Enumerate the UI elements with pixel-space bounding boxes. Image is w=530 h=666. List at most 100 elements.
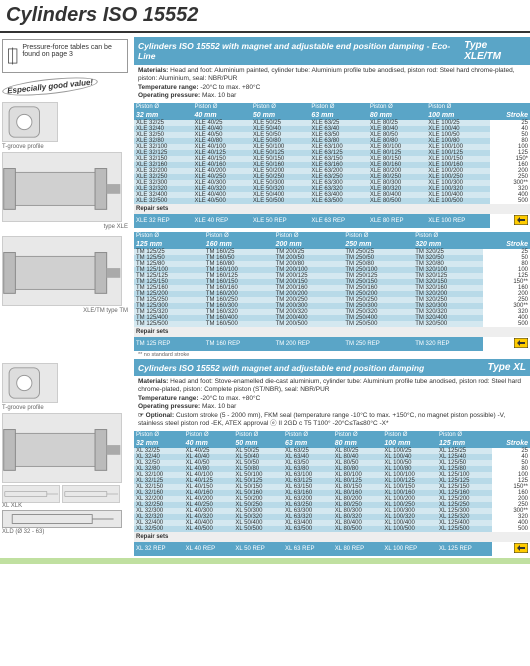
stroke-header — [492, 431, 530, 439]
diameter-header: 32 mm — [134, 111, 192, 120]
spec-block: Materials: Head and foot: Aluminium pain… — [134, 65, 530, 103]
repair-cell: XLE 32 REP — [134, 214, 192, 228]
footnote: ** no standard stroke — [134, 351, 530, 359]
section-header: Cylinders ISO 15552 with magnet and adju… — [134, 359, 530, 376]
page-title: Cylinders ISO 15552 — [0, 0, 530, 33]
col-header: Piston Ø — [251, 103, 309, 111]
col-header: Piston Ø — [426, 103, 490, 111]
col-header: Piston Ø — [333, 431, 383, 439]
col-header: Piston Ø — [134, 103, 192, 111]
pressure-note: Pressure-force tables can be found on pa… — [2, 39, 128, 73]
image-caption: T-groove profile — [2, 405, 128, 411]
repair-cell: XLE 80 REP — [368, 214, 426, 228]
footer-stripe — [0, 558, 530, 564]
value-callout: Especially good value! — [1, 74, 98, 99]
stroke-header: Stroke — [490, 111, 530, 120]
repair-cell: TM 160 REP — [204, 337, 274, 351]
pressure-note-text: Pressure-force tables can be found on pa… — [22, 44, 123, 58]
repair-header-row: Repair sets — [134, 327, 530, 337]
product-table: Piston ØPiston ØPiston ØPiston ØPiston Ø… — [134, 232, 530, 351]
repair-cell: XL 63 REP — [283, 542, 333, 556]
diameter-header: 40 mm — [192, 111, 250, 120]
col-header: Piston Ø — [274, 232, 344, 240]
section-type: Type XL — [487, 362, 526, 373]
diameter-header: 32 mm — [134, 439, 184, 448]
repair-cell: TM 125 REP — [134, 337, 204, 351]
section-title: Cylinders ISO 15552 with magnet and adju… — [138, 41, 464, 61]
repair-cell: TM 200 REP — [274, 337, 344, 351]
section-title: Cylinders ISO 15552 with magnet and adju… — [138, 363, 424, 373]
col-header: Piston Ø — [283, 431, 333, 439]
profile-image — [2, 102, 58, 142]
section-type: Type XLE/TM — [464, 40, 526, 62]
cylinder-image — [2, 413, 122, 483]
tool-icon — [490, 214, 530, 228]
col-header: Piston Ø — [134, 232, 204, 240]
section-header: Cylinders ISO 15552 with magnet and adju… — [134, 37, 530, 65]
col-header: Piston Ø — [343, 232, 413, 240]
product-table: Piston ØPiston ØPiston ØPiston ØPiston Ø… — [134, 103, 530, 228]
repair-row: XLE 32 REPXLE 40 REPXLE 50 REPXLE 63 REP… — [134, 214, 530, 228]
image-caption: XLE/TM type TM — [2, 308, 128, 314]
col-header: Piston Ø — [192, 103, 250, 111]
cylinder-image — [2, 236, 122, 306]
stroke-header: Stroke — [483, 240, 530, 249]
tool-icon — [483, 337, 530, 351]
repair-cell: XL 40 REP — [184, 542, 234, 556]
repair-row: XL 32 REPXL 40 REPXL 50 REPXL 63 REPXL 8… — [134, 542, 530, 556]
diameter-header: 125 mm — [437, 439, 492, 448]
stroke-header: Stroke — [492, 439, 530, 448]
image-caption: XL XLK — [2, 503, 128, 509]
repair-cell: XLE 40 REP — [192, 214, 250, 228]
image-caption: T-groove profile — [2, 144, 128, 150]
cylinder-image — [2, 152, 122, 222]
repair-header-row: Repair sets — [134, 532, 530, 542]
diameter-header: 250 mm — [343, 240, 413, 249]
col-header: Piston Ø — [134, 431, 184, 439]
image-caption: type XLE — [2, 224, 128, 230]
diameter-header: 320 mm — [413, 240, 483, 249]
repair-cell: XLE 50 REP — [251, 214, 309, 228]
diameter-header: 63 mm — [283, 439, 333, 448]
diameter-header: 80 mm — [333, 439, 383, 448]
col-header: Piston Ø — [437, 431, 492, 439]
diameter-header: 160 mm — [204, 240, 274, 249]
wireframe-image — [2, 510, 122, 528]
repair-cell: XL 50 REP — [233, 542, 283, 556]
col-header: Piston Ø — [368, 103, 426, 111]
stroke-header — [483, 232, 530, 240]
diameter-header: 80 mm — [368, 111, 426, 120]
diameter-header: 50 mm — [233, 439, 283, 448]
repair-header-row: Repair sets — [134, 204, 530, 214]
repair-cell: XL 32 REP — [134, 542, 184, 556]
col-header: Piston Ø — [309, 103, 367, 111]
diameter-header: 40 mm — [184, 439, 234, 448]
wireframe-image — [62, 485, 120, 503]
diameter-header: 63 mm — [309, 111, 367, 120]
repair-cell: XLE 100 REP — [426, 214, 490, 228]
diameter-header: 200 mm — [274, 240, 344, 249]
repair-cell: XL 125 REP — [437, 542, 492, 556]
repair-row: TM 125 REPTM 160 REPTM 200 REPTM 250 REP… — [134, 337, 530, 351]
repair-cell: XL 80 REP — [333, 542, 383, 556]
diameter-header: 50 mm — [251, 111, 309, 120]
col-header: Piston Ø — [233, 431, 283, 439]
diameter-header: 100 mm — [426, 111, 490, 120]
col-header: Piston Ø — [204, 232, 274, 240]
repair-cell: XLE 63 REP — [309, 214, 367, 228]
repair-cell: XL 100 REP — [382, 542, 437, 556]
tool-icon — [492, 542, 530, 556]
stroke-header — [490, 103, 530, 111]
col-header: Piston Ø — [413, 232, 483, 240]
product-table: Piston ØPiston ØPiston ØPiston ØPiston Ø… — [134, 431, 530, 556]
image-caption: XLD (Ø 32 - 63) — [2, 529, 128, 535]
repair-cell: TM 320 REP — [413, 337, 483, 351]
wireframe-image — [2, 485, 60, 503]
profile-image — [2, 363, 58, 403]
col-header: Piston Ø — [184, 431, 234, 439]
spec-block: Materials: Head and foot: Stove-enamelle… — [134, 376, 530, 431]
diameter-header: 100 mm — [382, 439, 437, 448]
col-header: Piston Ø — [382, 431, 437, 439]
repair-cell: TM 250 REP — [343, 337, 413, 351]
diameter-header: 125 mm — [134, 240, 204, 249]
